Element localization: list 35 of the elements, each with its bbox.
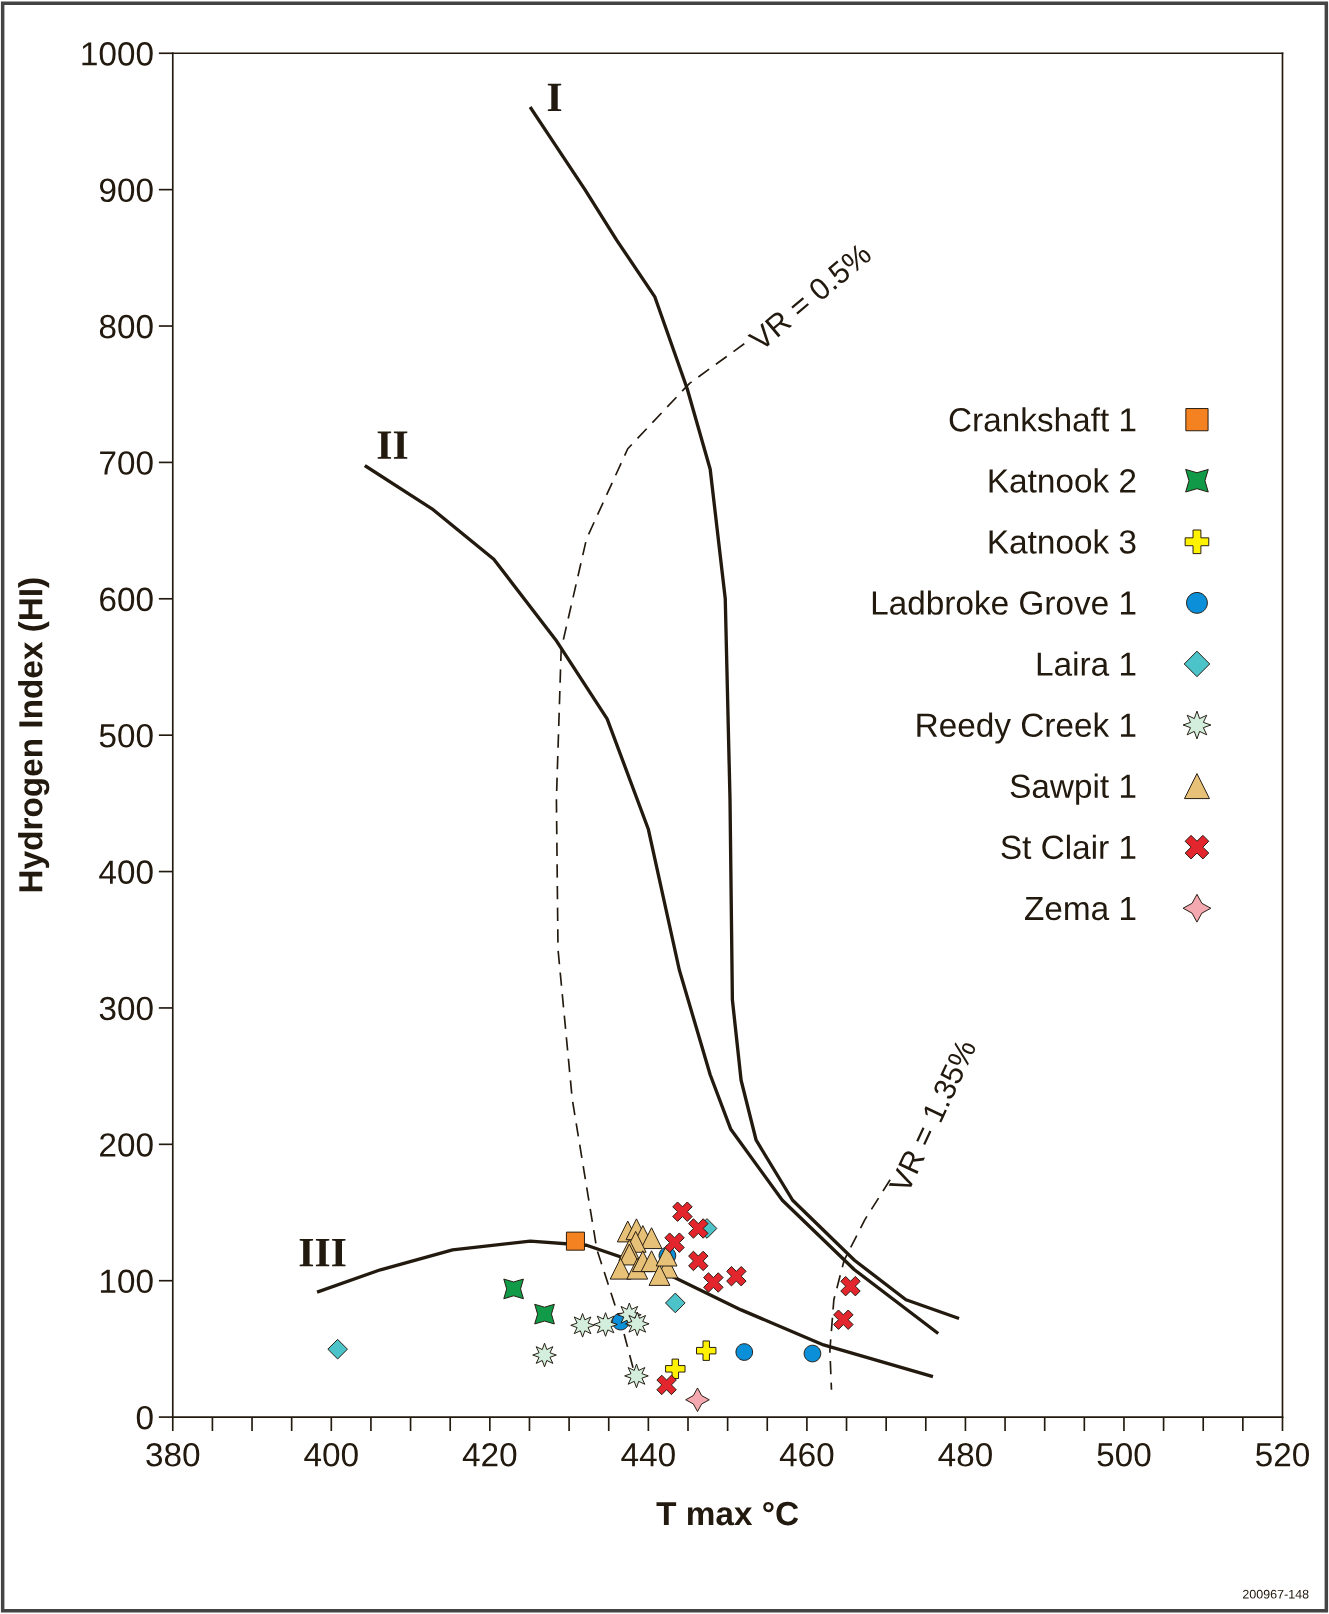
legend-label: Ladbroke Grove 1 (872, 590, 1136, 615)
x-tick-label: 500 (1097, 1442, 1151, 1467)
y-tick-label: 700 (100, 451, 153, 475)
legend-label: Reedy Creek 1 (917, 712, 1136, 744)
y-tick-label: 500 (99, 723, 153, 748)
annotation: III (299, 1238, 346, 1267)
y-tick-label: 400 (99, 860, 153, 884)
legend-label: Sawpit 1 (1010, 773, 1136, 805)
x-axis-title: T max °C (656, 1501, 799, 1526)
y-axis-title: Hydrogen Index (HI) (18, 578, 50, 892)
y-tick-label: 200 (100, 1133, 153, 1157)
x-tick-label: 460 (779, 1442, 834, 1467)
legend-label: St Clair 1 (1001, 834, 1136, 860)
text: 200967-148 (1242, 1589, 1309, 1599)
x-tick-label: 480 (938, 1442, 992, 1467)
annotation: II (377, 431, 408, 459)
y-tick-label: 900 (99, 178, 153, 203)
legend-label: Laira 1 (1037, 651, 1136, 676)
x-tick-label: 420 (462, 1442, 517, 1467)
legend-label: Katnook 3 (989, 529, 1136, 554)
x-tick-label: 520 (1256, 1442, 1309, 1467)
y-tick-label: 100 (100, 1269, 153, 1294)
legend-label: Katnook 2 (989, 468, 1136, 493)
y-tick-label: 600 (100, 587, 153, 612)
y-tick-label: 800 (99, 314, 153, 339)
annotation: I (547, 83, 562, 112)
x-tick-label: 380 (146, 1442, 200, 1467)
legend-label: Crankshaft 1 (949, 407, 1136, 432)
y-tick-label: 0 (136, 1405, 153, 1430)
annotation: VR = 1.35% (888, 1038, 977, 1195)
x-tick-label: 400 (304, 1442, 358, 1467)
legend-label: Zema 1 (1025, 896, 1136, 921)
y-tick-label: 300 (99, 996, 153, 1021)
x-tick-label: 440 (621, 1442, 675, 1467)
y-tick-label: 1000 (82, 42, 153, 66)
